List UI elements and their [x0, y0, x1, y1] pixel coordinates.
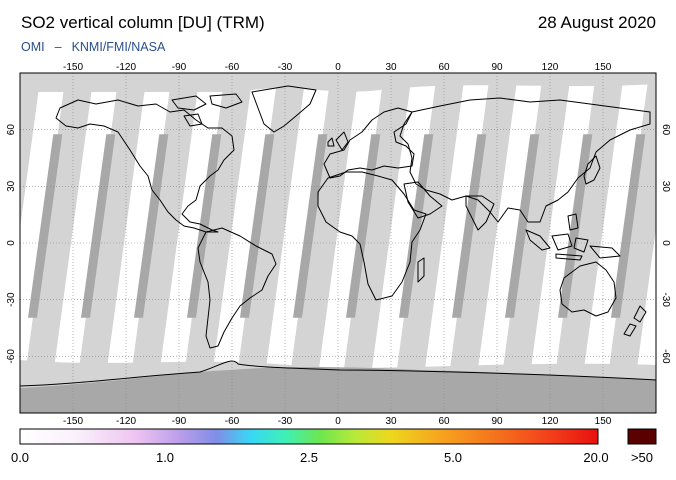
satellite-swath-overlap — [240, 134, 275, 318]
lon-tick-top: 0 — [335, 62, 341, 73]
satellite-swath-overlap — [293, 134, 328, 318]
lat-tick-right: -30 — [660, 292, 671, 307]
satellite-swath-overlap — [664, 134, 676, 318]
lon-tick-top: -150 — [63, 62, 83, 73]
lon-tick-top: 60 — [438, 62, 450, 73]
japan-coast — [583, 155, 601, 185]
satellite-swath — [20, 73, 41, 229]
satellite-swath-overlap — [558, 134, 593, 318]
satellite-swath-overlap — [346, 134, 381, 318]
colorbar-overflow-swatch — [627, 428, 657, 445]
lat-tick-left: -30 — [6, 292, 17, 307]
satellite-swath — [179, 73, 253, 413]
satellite-swath-overlap — [28, 134, 63, 318]
lon-tick-bottom: -150 — [63, 416, 83, 427]
graticule — [20, 73, 656, 413]
lon-tick-bottom: 150 — [595, 416, 612, 427]
satellite-swath-overlap — [134, 134, 169, 318]
lon-tick-top: 30 — [385, 62, 397, 73]
credit-instrument: OMI — [21, 40, 45, 54]
coastlines — [20, 85, 656, 387]
satellite-swath-overlap — [399, 134, 434, 318]
lat-tick-left: 30 — [6, 180, 17, 192]
satellite-swath-overlap — [81, 134, 116, 318]
colorbar-overflow-label: >50 — [630, 450, 654, 465]
greenland-coast — [251, 85, 317, 133]
lon-tick-top: -120 — [116, 62, 136, 73]
maritime-southeast-asia-coast — [525, 213, 621, 261]
colorbar-label-max: 20.0 — [583, 450, 609, 465]
lon-tick-bottom: 60 — [438, 416, 450, 427]
map-title: SO2 vertical column [DU] (TRM) — [21, 13, 265, 32]
north-america-coast — [55, 99, 235, 233]
lon-tick-bottom: -120 — [116, 416, 136, 427]
lon-tick-bottom: -30 — [278, 416, 293, 427]
colorbar — [19, 428, 599, 445]
antarctica-no-data — [20, 367, 656, 413]
colorbar-label-min: 0.0 — [10, 450, 30, 465]
credit-institutions: KNMI/FMI/NASA — [71, 40, 166, 54]
credit-line: OMI – KNMI/FMI/NASA — [21, 40, 165, 54]
lat-tick-left: 0 — [6, 240, 17, 246]
lat-tick-left: 60 — [6, 124, 17, 136]
credit-separator: – — [54, 40, 62, 54]
lon-tick-bottom: -60 — [225, 416, 240, 427]
antarctica-coast — [20, 360, 656, 387]
satellite-swath — [285, 73, 359, 413]
map-date: 28 August 2020 — [537, 13, 656, 32]
satellite-swath-overlap — [0, 134, 9, 318]
satellite-swath-overlap — [611, 134, 646, 318]
satellite-swath — [126, 73, 200, 413]
lat-tick-right: 30 — [660, 181, 671, 193]
australia-coast — [559, 261, 617, 317]
new-zealand-coast — [623, 305, 647, 337]
colorbar-label-2: 2.5 — [299, 450, 319, 465]
satellite-swath-overlap — [452, 134, 487, 318]
arctic-islands-coast — [171, 93, 243, 127]
lon-tick-bottom: 120 — [542, 416, 559, 427]
india-coast — [465, 195, 495, 231]
lat-tick-right: 60 — [660, 124, 671, 136]
satellite-swath — [20, 73, 94, 413]
lon-tick-top: 150 — [595, 62, 612, 73]
lon-tick-bottom: 90 — [491, 416, 503, 427]
map-frame — [19, 72, 657, 414]
lon-tick-top: -30 — [278, 62, 293, 73]
south-america-coast — [197, 227, 277, 349]
satellite-swath — [444, 73, 518, 413]
colorbar-label-3: 5.0 — [443, 450, 463, 465]
british-isles-coast — [327, 131, 349, 151]
colorbar-label-1: 1.0 — [155, 450, 175, 465]
lat-tick-left: -60 — [6, 349, 17, 364]
lat-tick-right: -60 — [660, 349, 671, 364]
madagascar-coast — [417, 257, 425, 283]
lon-tick-bottom: -90 — [172, 416, 187, 427]
lon-tick-top: 120 — [542, 62, 559, 73]
satellite-swath — [338, 73, 412, 413]
arabia-coast — [403, 181, 443, 219]
satellite-swath-overlap — [505, 134, 540, 318]
africa-coast — [317, 171, 427, 301]
lon-tick-top: -90 — [172, 62, 187, 73]
lon-tick-top: -60 — [225, 62, 240, 73]
europe-coast — [323, 107, 415, 179]
lon-tick-bottom: 0 — [335, 416, 341, 427]
lon-tick-bottom: 30 — [385, 416, 397, 427]
lat-tick-right: 0 — [660, 240, 671, 246]
lon-tick-top: 90 — [491, 62, 503, 73]
